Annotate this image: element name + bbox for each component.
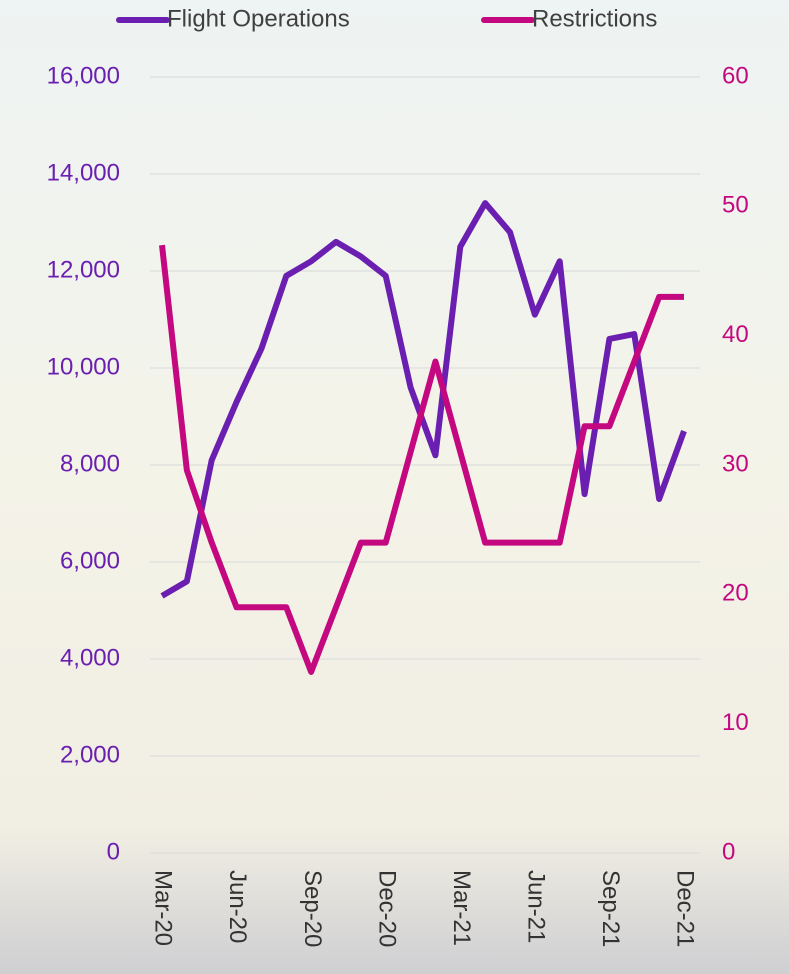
y2-tick-label: 10 — [722, 709, 749, 736]
y2-tick-label: 40 — [722, 321, 749, 348]
page: {"chart_data": {"type": "line", "categor… — [0, 0, 789, 974]
y2-tick-label: 60 — [722, 62, 749, 89]
legend-label: Restrictions — [532, 5, 657, 32]
y-tick-label: 12,000 — [47, 256, 120, 283]
y2-tick-label: 50 — [722, 192, 749, 219]
y-tick-label: 10,000 — [47, 353, 120, 380]
legend-label: Flight Operations — [167, 5, 350, 32]
x-tick-label: Mar-21 — [448, 870, 475, 946]
y-tick-label: 2,000 — [60, 741, 120, 768]
y-tick-label: 8,000 — [60, 450, 120, 477]
x-tick-label: Mar-20 — [150, 870, 177, 946]
x-tick-label: Jun-20 — [224, 870, 251, 943]
y2-tick-label: 0 — [722, 838, 735, 865]
x-tick-label: Jun-21 — [523, 870, 550, 943]
y2-tick-label: 20 — [722, 580, 749, 607]
y-tick-label: 0 — [107, 838, 120, 865]
y-tick-label: 4,000 — [60, 644, 120, 671]
y-tick-label: 16,000 — [47, 62, 120, 89]
chart: 0 2,000 4,000 6,000 8,000 10,000 12,000 14,000 1… — [0, 0, 789, 974]
y-tick-label: 14,000 — [47, 159, 120, 186]
y2-tick-label: 30 — [722, 450, 749, 477]
x-tick-label: Sep-21 — [597, 870, 624, 947]
y-tick-label: 6,000 — [60, 547, 120, 574]
x-tick-label: Sep-20 — [299, 870, 326, 947]
x-tick-label: Dec-21 — [672, 870, 699, 947]
x-tick-label: Dec-20 — [373, 870, 400, 947]
background — [0, 0, 789, 974]
